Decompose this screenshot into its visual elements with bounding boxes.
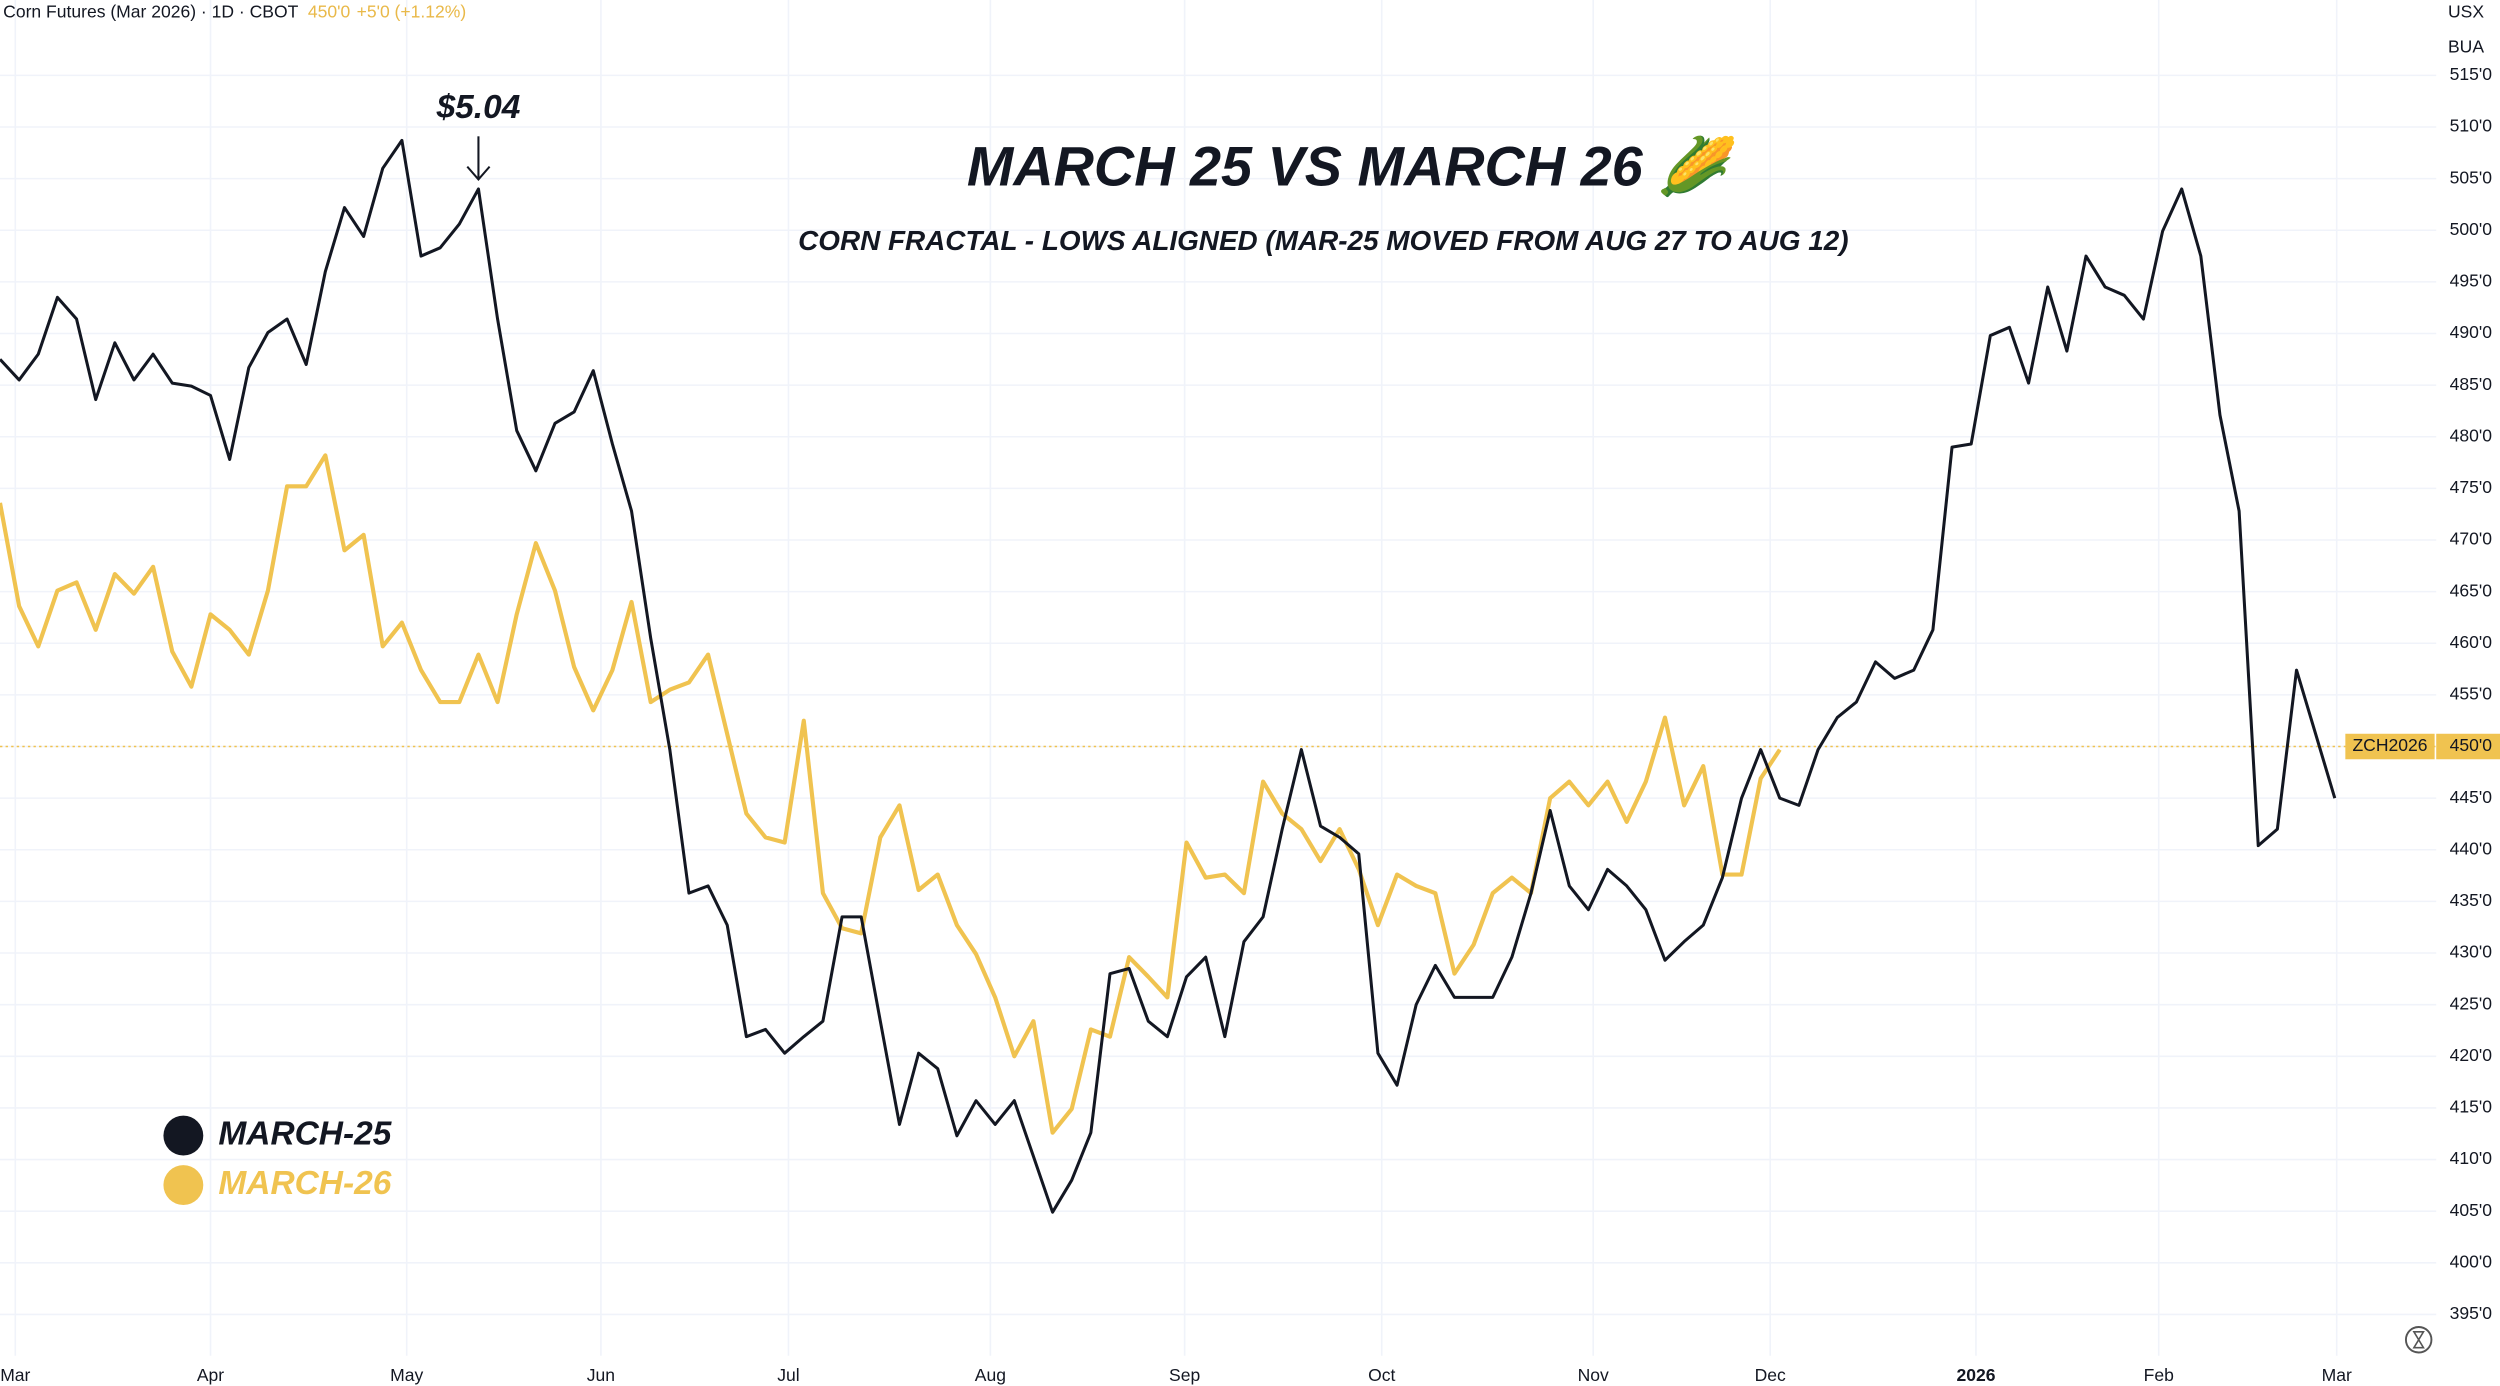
y-tick-label: 455'0 (2450, 684, 2493, 704)
y-tick-label: 445'0 (2450, 787, 2493, 807)
y-tick-label: 485'0 (2450, 374, 2493, 394)
annotation-arrowhead (466, 165, 491, 181)
grid (0, 0, 2437, 1356)
currency: USX (2448, 1, 2484, 21)
x-tick-label: Nov (1578, 1365, 1609, 1385)
chart-subtitle: CORN FRACTAL - LOWS ALIGNED (MAR-25 MOVE… (798, 225, 1848, 256)
series-line (0, 453, 1782, 1135)
x-tick-label: Mar (0, 1365, 30, 1385)
x-tick-label: Mar (2322, 1365, 2352, 1385)
y-tick-label: 405'0 (2450, 1200, 2493, 1220)
y-tick-label: 400'0 (2450, 1251, 2493, 1271)
legend-label: MARCH-26 (218, 1165, 391, 1202)
plot (0, 138, 2437, 1214)
y-tick-label: 480'0 (2450, 425, 2493, 445)
series-line (0, 138, 2337, 1214)
change: +5'0 (+1.12%) (357, 1, 467, 21)
chart-title: MARCH 25 VS MARCH 26 🌽 (967, 132, 1738, 198)
y-tick-label: 465'0 (2450, 580, 2493, 600)
y-tick-label: 395'0 (2450, 1303, 2493, 1323)
price-name-box (2345, 733, 2435, 760)
x-tick-label: 2026 (1956, 1365, 1995, 1385)
y-tick-label: 410'0 (2450, 1148, 2493, 1168)
price-name: ZCH2026 (2352, 735, 2427, 755)
quote: 450'0 (308, 1, 351, 21)
y-tick-label: 495'0 (2450, 271, 2493, 291)
legend-label: MARCH-25 (218, 1115, 391, 1152)
legend-swatch (163, 1115, 204, 1156)
hourglass-icon[interactable] (2404, 1326, 2433, 1354)
y-tick-label: 415'0 (2450, 1097, 2493, 1117)
x-tick-label: Jul (777, 1365, 799, 1385)
x-tick-label: Feb (2144, 1365, 2174, 1385)
y-tick-label: 505'0 (2450, 167, 2493, 187)
annotation: $5.04 (436, 89, 521, 126)
x-tick-label: Oct (1368, 1365, 1395, 1385)
y-tick-label: 425'0 (2450, 993, 2493, 1013)
unit: BUA (2448, 36, 2484, 56)
y-tick-label: 515'0 (2450, 64, 2493, 84)
symbol-info: Corn Futures (Mar 2026) · 1D · CBOT (3, 1, 298, 21)
y-tick-label: 475'0 (2450, 477, 2493, 497)
x-tick-label: Jun (587, 1365, 615, 1385)
y-tick-label: 510'0 (2450, 116, 2493, 136)
y-tick-label: 470'0 (2450, 529, 2493, 549)
x-tick-label: Sep (1169, 1365, 1200, 1385)
x-tick-label: May (390, 1365, 423, 1385)
legend-swatch (163, 1165, 204, 1205)
y-tick-label: 435'0 (2450, 890, 2493, 910)
y-tick-label: 430'0 (2450, 942, 2493, 962)
y-tick-label: 460'0 (2450, 632, 2493, 652)
price-value-box (2436, 733, 2500, 760)
y-tick-label: 500'0 (2450, 219, 2493, 239)
y-tick-label: 490'0 (2450, 322, 2493, 342)
price-value: 450'0 (2450, 735, 2493, 755)
x-tick-label: Aug (975, 1365, 1006, 1385)
x-tick-label: Apr (197, 1365, 224, 1385)
y-tick-label: 420'0 (2450, 1045, 2493, 1065)
y-tick-label: 440'0 (2450, 838, 2493, 858)
x-tick-label: Dec (1755, 1365, 1786, 1385)
